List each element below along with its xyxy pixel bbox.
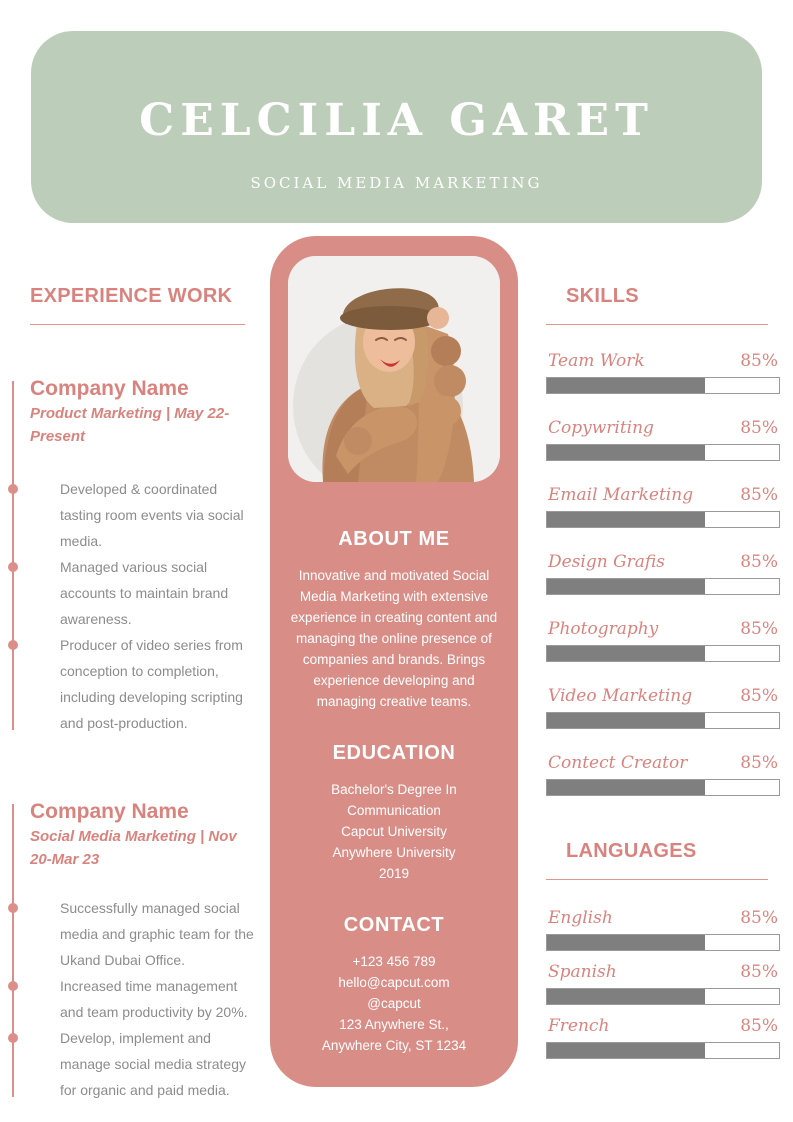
education-line: Anywhere University: [332, 845, 456, 860]
profile-photo: [288, 256, 500, 482]
skill-row: Design Grafis 85%: [546, 552, 780, 595]
skill-value: 85%: [740, 753, 778, 773]
skill-row: Contect Creator 85%: [546, 753, 780, 796]
skill-label: Video Marketing: [548, 686, 693, 706]
skill-value: 85%: [740, 418, 778, 438]
skill-label: Email Marketing: [548, 485, 694, 505]
skill-bar: [546, 511, 780, 528]
job-meta: Social Media Marketing | Nov 20-Mar 23: [30, 828, 237, 868]
divider: [546, 879, 768, 880]
language-value: 85%: [740, 1016, 778, 1036]
language-label: French: [548, 1016, 610, 1036]
company-name: Company Name: [30, 377, 189, 400]
language-label: English: [548, 908, 613, 928]
person-role: SOCIAL MEDIA MARKETING: [250, 174, 543, 192]
language-bar: [546, 1042, 780, 1059]
job-meta: Product Marketing | May 22-Present: [30, 405, 230, 445]
skill-bar: [546, 779, 780, 796]
skill-bar: [546, 712, 780, 729]
experience-heading: EXPERIENCE WORK: [30, 285, 233, 307]
skill-bar: [546, 645, 780, 662]
skill-label: Contect Creator: [548, 753, 688, 773]
job-bullet: Increased time management and team produ…: [8, 973, 262, 1025]
language-bar-fill: [547, 989, 705, 1004]
skill-label: Team Work: [548, 351, 645, 371]
divider: [546, 324, 768, 325]
about-heading: ABOUT ME: [338, 528, 450, 550]
skills-heading: SKILLS: [566, 285, 639, 307]
skill-value: 85%: [740, 485, 778, 505]
job-bullet: Managed various social accounts to maint…: [8, 554, 262, 632]
skill-row: Team Work 85%: [546, 351, 780, 394]
contact-address-line2: Anywhere City, ST 1234: [321, 1038, 467, 1053]
language-row: French 85%: [546, 1016, 780, 1059]
job-bullet: Producer of video series from conception…: [8, 632, 262, 736]
language-rows: English 85% Spanish 85% French 85%: [546, 908, 780, 1059]
skill-row: Photography 85%: [546, 619, 780, 662]
education-heading: EDUCATION: [332, 742, 456, 764]
skill-label: Photography: [548, 619, 659, 639]
contact-heading: CONTACT: [343, 914, 445, 936]
skill-bar-fill: [547, 445, 705, 460]
skill-bar-fill: [547, 378, 705, 393]
contact-email: hello@capcut.com: [338, 975, 450, 990]
skill-value: 85%: [740, 619, 778, 639]
experience-section: EXPERIENCE WORK Company Name Product Mar…: [8, 285, 262, 1103]
language-bar: [546, 934, 780, 951]
about-text: Innovative and motivated Social Media Ma…: [290, 568, 498, 709]
language-bar-fill: [547, 1043, 705, 1058]
contact-handle: @capcut: [367, 996, 421, 1011]
education-line: Capcut University: [341, 824, 447, 839]
skill-bar-fill: [547, 646, 705, 661]
skill-value: 85%: [740, 552, 778, 572]
job-bullet-list: Successfully managed social media and gr…: [8, 895, 262, 1103]
job-entry-2: Company Name Social Media Marketing | No…: [8, 800, 262, 1103]
languages-section: LANGUAGES English 85% Spanish 85% French 85…: [546, 840, 780, 1059]
language-row: English 85%: [546, 908, 780, 951]
job-bullet: Developed & coordinated tasting room eve…: [8, 476, 262, 554]
skill-value: 85%: [740, 686, 778, 706]
language-bar: [546, 988, 780, 1005]
contact-lines: +123 456 789 hello@capcut.com @capcut 12…: [288, 951, 500, 1056]
skill-value: 85%: [740, 351, 778, 371]
skill-bar: [546, 377, 780, 394]
education-line: Bachelor's Degree In Communication: [331, 782, 457, 818]
language-value: 85%: [740, 962, 778, 982]
company-name: Company Name: [30, 800, 189, 823]
language-bar-fill: [547, 935, 705, 950]
skill-label: Copywriting: [548, 418, 654, 438]
skill-bar-fill: [547, 780, 705, 795]
education-line: 2019: [378, 866, 410, 881]
contact-address-line1: 123 Anywhere St.,: [339, 1017, 449, 1032]
skill-label: Design Grafis: [548, 552, 665, 572]
contact-phone: +123 456 789: [352, 954, 436, 969]
language-row: Spanish 85%: [546, 962, 780, 1005]
profile-column: ABOUT ME Innovative and motivated Social…: [270, 236, 518, 1087]
education-lines: Bachelor's Degree In Communication Capcu…: [288, 779, 500, 884]
skill-row: Email Marketing 85%: [546, 485, 780, 528]
language-value: 85%: [740, 908, 778, 928]
skills-section: SKILLS Team Work 85% Copywriting 85% Email…: [546, 285, 780, 1070]
job-bullet: Successfully managed social media and gr…: [8, 895, 262, 973]
skill-bar: [546, 578, 780, 595]
portrait-illustration: [288, 256, 500, 482]
language-label: Spanish: [548, 962, 617, 982]
skill-row: Video Marketing 85%: [546, 686, 780, 729]
job-bullet-list: Developed & coordinated tasting room eve…: [8, 476, 262, 736]
job-bullet: Develop, implement and manage social med…: [8, 1025, 262, 1103]
divider: [30, 324, 245, 325]
skill-bar-fill: [547, 713, 705, 728]
languages-heading: LANGUAGES: [566, 840, 697, 862]
skill-bar-fill: [547, 579, 705, 594]
job-entry-1: Company Name Product Marketing | May 22-…: [8, 377, 262, 736]
person-name: CELCILIA GARET: [139, 95, 654, 146]
skill-row: Copywriting 85%: [546, 418, 780, 461]
skill-bar-fill: [547, 512, 705, 527]
skill-bar: [546, 444, 780, 461]
header-banner: CELCILIA GARET SOCIAL MEDIA MARKETING: [31, 31, 762, 223]
